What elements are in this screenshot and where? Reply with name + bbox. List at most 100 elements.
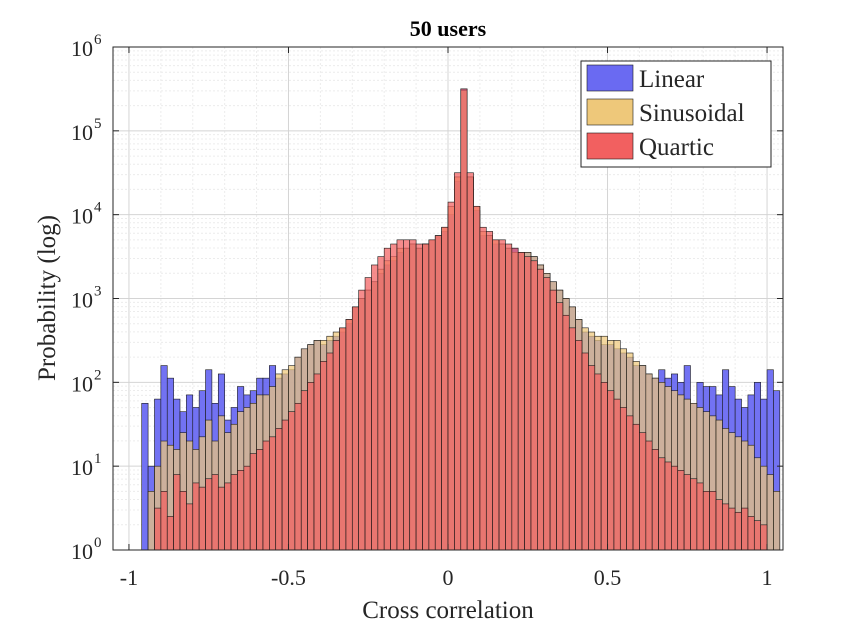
- bar-quartic: [632, 423, 640, 551]
- bar-quartic: [645, 440, 653, 551]
- bar-quartic: [441, 226, 449, 551]
- bar-quartic: [690, 478, 698, 551]
- bar-quartic: [262, 440, 270, 551]
- bar-quartic: [198, 486, 206, 551]
- bar-quartic: [594, 373, 602, 551]
- bar-quartic: [524, 256, 532, 551]
- bar-quartic: [173, 474, 181, 551]
- legend-swatch-linear: [586, 64, 634, 92]
- bar-quartic: [549, 289, 557, 551]
- bar-quartic: [728, 507, 736, 551]
- bar-quartic: [307, 382, 315, 551]
- bar-quartic: [390, 243, 398, 551]
- bar-quartic: [677, 470, 685, 551]
- bar-quartic: [568, 327, 576, 551]
- bar-quartic: [409, 239, 417, 551]
- bar-quartic: [230, 474, 238, 551]
- bar-linear: [141, 402, 149, 551]
- bar-quartic: [619, 407, 627, 551]
- bar-quartic: [403, 239, 411, 551]
- bar-quartic: [696, 482, 704, 551]
- x-tick-label: 1: [762, 565, 773, 590]
- bar-quartic: [671, 465, 679, 551]
- bar-quartic: [485, 231, 493, 551]
- y-tick-exponent: 6: [94, 32, 102, 48]
- legend-swatch-quartic: [586, 132, 634, 160]
- bar-quartic: [326, 352, 334, 551]
- bar-quartic: [498, 239, 506, 551]
- y-tick-label: 10: [71, 539, 93, 564]
- bar-quartic: [702, 491, 710, 551]
- bar-quartic: [281, 419, 289, 551]
- bar-quartic: [709, 491, 717, 551]
- bar-sinusoidal: [147, 491, 155, 551]
- bar-quartic: [454, 172, 462, 551]
- y-tick-exponent: 0: [94, 535, 102, 551]
- bar-quartic: [192, 482, 200, 551]
- series-quartic: [154, 88, 768, 551]
- bar-quartic: [639, 432, 647, 551]
- bar-quartic: [243, 465, 251, 551]
- y-tick-exponent: 4: [94, 200, 102, 216]
- bar-quartic: [217, 486, 225, 551]
- bar-quartic: [339, 327, 347, 551]
- bar-sinusoidal: [766, 474, 774, 551]
- bar-quartic: [562, 314, 570, 551]
- bar-quartic: [364, 277, 372, 551]
- bar-quartic: [466, 172, 474, 551]
- bar-quartic: [575, 340, 583, 551]
- bar-quartic: [269, 436, 277, 551]
- y-tick-label: 10: [71, 120, 93, 145]
- bar-quartic: [332, 340, 340, 551]
- bar-quartic: [351, 306, 359, 551]
- bar-quartic: [722, 503, 730, 551]
- bar-quartic: [492, 239, 500, 551]
- bar-quartic: [186, 503, 194, 551]
- x-tick-label: -0.5: [271, 565, 306, 590]
- bar-quartic: [747, 516, 755, 551]
- y-axis-label: Probability (log): [34, 215, 61, 381]
- bar-quartic: [626, 415, 634, 551]
- bar-quartic: [715, 499, 723, 551]
- bar-quartic: [211, 474, 219, 551]
- legend-label-sinusoidal: Sinusoidal: [639, 100, 745, 127]
- bar-quartic: [658, 457, 666, 551]
- bar-quartic: [160, 491, 168, 551]
- bar-quartic: [753, 520, 761, 551]
- bar-quartic: [345, 319, 353, 551]
- bar-quartic: [313, 373, 321, 551]
- bar-quartic: [479, 226, 487, 551]
- bar-sinusoidal: [773, 491, 781, 551]
- bar-quartic: [664, 461, 672, 551]
- bar-quartic: [179, 491, 187, 551]
- bar-quartic: [600, 382, 608, 551]
- bar-quartic: [249, 453, 257, 551]
- legend: Linear Sinusoidal Quartic: [580, 60, 772, 168]
- legend-swatch-sinusoidal: [586, 98, 634, 126]
- bar-quartic: [651, 449, 659, 551]
- bar-quartic: [422, 243, 430, 551]
- bar-quartic: [607, 390, 615, 551]
- bar-quartic: [517, 252, 525, 551]
- bar-quartic: [166, 516, 174, 551]
- bar-quartic: [205, 478, 213, 551]
- chart-title: 50 users: [410, 16, 487, 41]
- bar-quartic: [473, 205, 481, 551]
- y-tick-label: 10: [71, 288, 93, 313]
- bar-quartic: [434, 235, 442, 551]
- y-tick-exponent: 3: [94, 284, 102, 300]
- bar-quartic: [734, 511, 742, 551]
- bar-quartic: [320, 361, 328, 551]
- bar-quartic: [760, 524, 768, 551]
- bar-quartic: [224, 482, 232, 551]
- bar-quartic: [588, 365, 596, 551]
- bar-quartic: [237, 470, 245, 551]
- bar-quartic: [288, 411, 296, 551]
- bar-quartic: [300, 390, 308, 551]
- bar-quartic: [358, 289, 366, 551]
- y-tick-label: 10: [71, 455, 93, 480]
- bar-quartic: [460, 88, 468, 551]
- bar-quartic: [256, 449, 264, 551]
